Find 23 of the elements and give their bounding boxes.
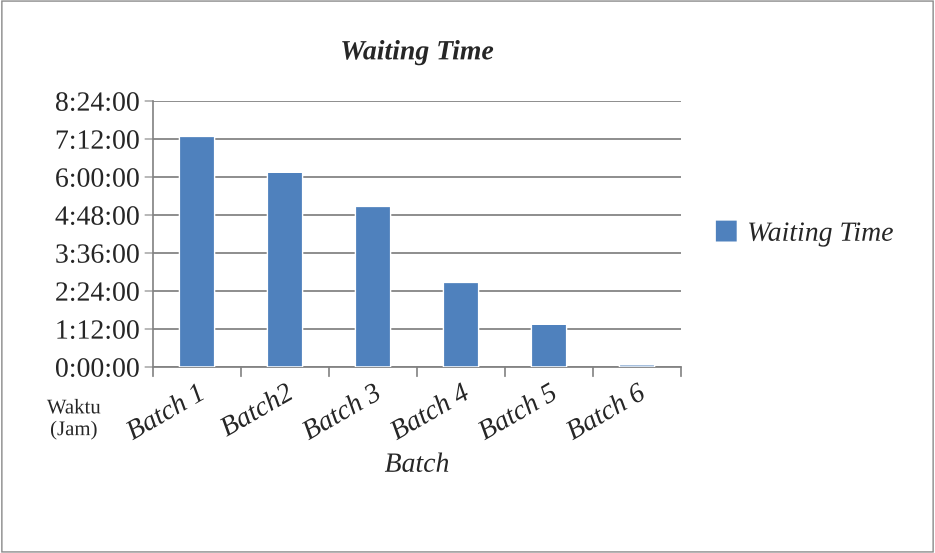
x-axis-title: Batch (384, 452, 448, 472)
y-tick-label: 8:24:00 (56, 92, 139, 112)
x-tick-label: Batch 5 (475, 381, 558, 441)
y-tick-label: 0:00:00 (56, 358, 139, 378)
y-tick-label: 3:36:00 (56, 244, 139, 264)
y-tick-label: 2:24:00 (56, 282, 139, 302)
y-tick-label: 6:00:00 (56, 168, 139, 188)
x-tick-label: Batch 4 (387, 381, 470, 441)
y-tick-label: 1:12:00 (57, 320, 139, 340)
x-tick-label: Batch 6 (563, 380, 647, 441)
x-tick-label: Batch 1 (123, 382, 204, 441)
y-tick-label: 7:12:00 (56, 130, 139, 150)
legend-label: Waiting Time (748, 222, 893, 247)
bar (530, 324, 568, 367)
bar (618, 364, 656, 367)
x-tick-label: Batch 3 (299, 381, 382, 441)
y-tick-label: 4:48:00 (55, 206, 139, 226)
bar (178, 136, 216, 367)
y-axis-title: Waktu (Jam) (46, 398, 100, 440)
bar (266, 172, 304, 367)
bar (354, 206, 392, 367)
chart-title: Waiting Time (342, 40, 494, 66)
bar (442, 282, 480, 367)
